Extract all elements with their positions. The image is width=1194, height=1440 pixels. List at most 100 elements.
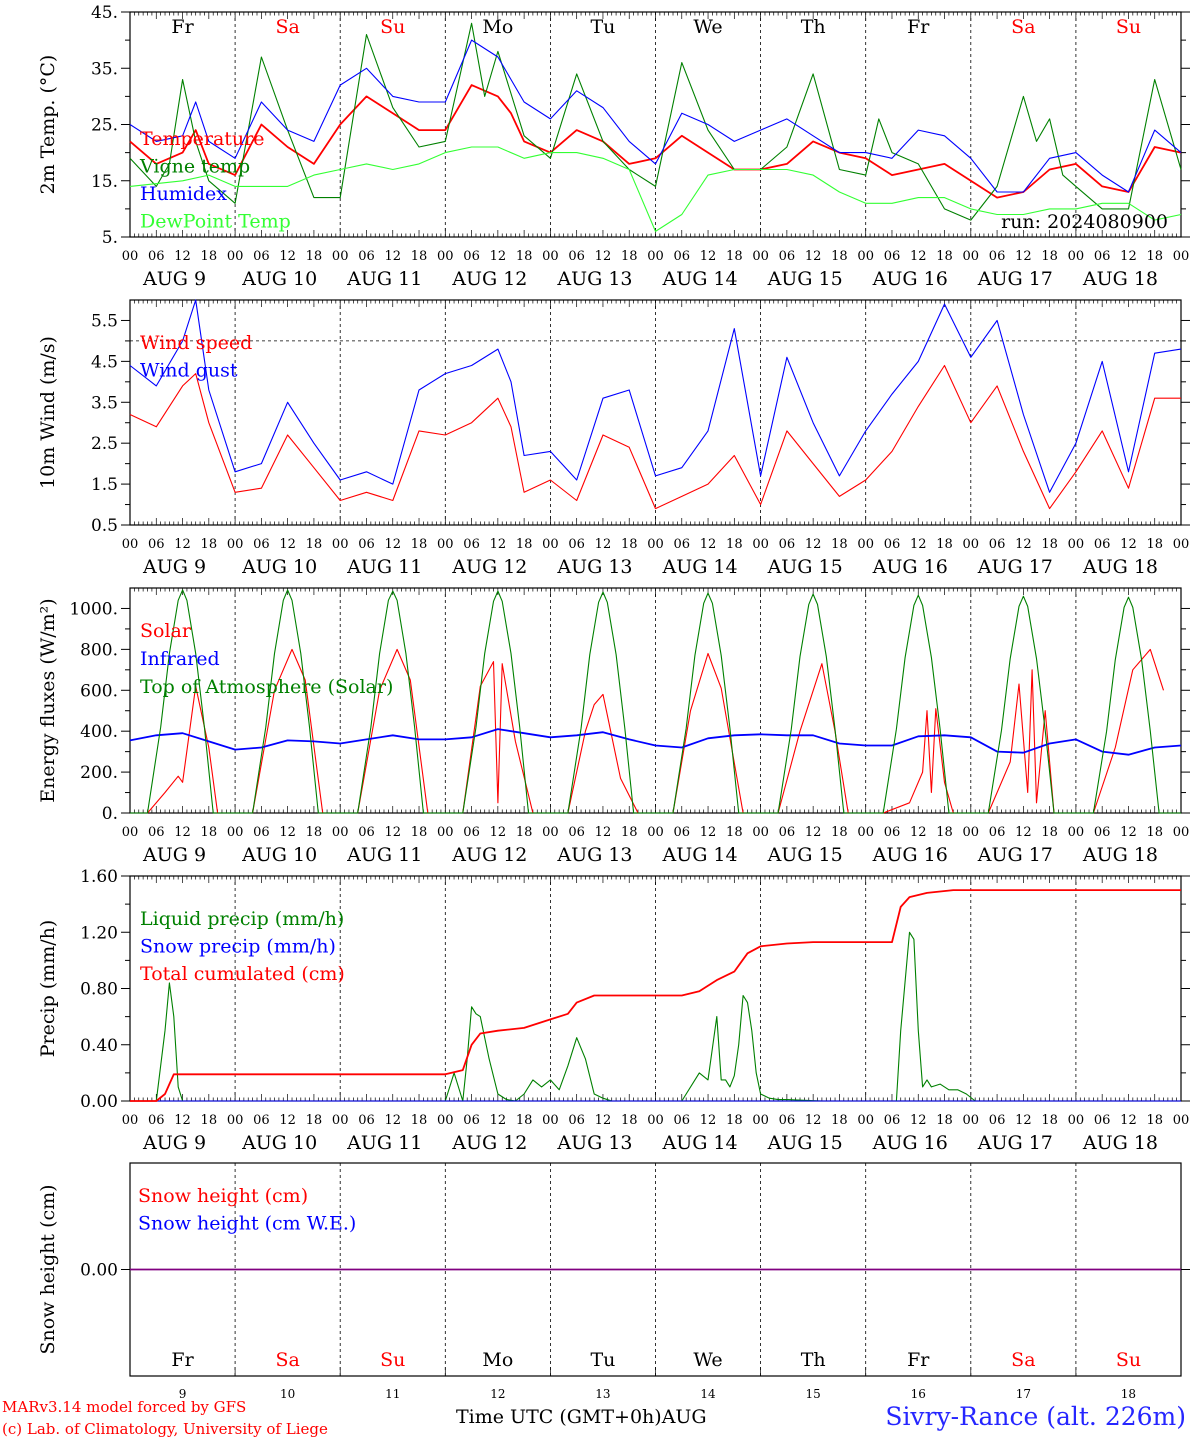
- series-line-top-of-atmosphere-solar: [130, 589, 1181, 814]
- y-tick-label: 0.00: [80, 1261, 118, 1281]
- hour-label: 18: [306, 249, 323, 264]
- hour-label: 18: [726, 1113, 743, 1128]
- series-line-wind-speed: [129, 364, 1181, 510]
- hour-label: 00: [437, 825, 454, 840]
- hour-label: 06: [148, 1113, 165, 1128]
- hour-label: 06: [253, 825, 270, 840]
- date-label: AUG 10: [241, 844, 317, 866]
- hour-label: 18: [1041, 537, 1058, 552]
- hour-label: 00: [963, 537, 980, 552]
- date-label: AUG 15: [767, 268, 843, 290]
- hour-label: 00: [227, 1113, 244, 1128]
- legend-entry: Humidex: [140, 183, 227, 205]
- hour-label: 06: [674, 825, 691, 840]
- hour-label: 00: [963, 825, 980, 840]
- legend-entry: Solar: [140, 620, 192, 642]
- hour-label: 00: [857, 825, 874, 840]
- y-tick-label: 1.5: [91, 475, 118, 495]
- plot-frame: [129, 587, 1182, 814]
- hour-label: 18: [516, 249, 533, 264]
- weekday-label: Sa: [275, 1349, 299, 1371]
- date-label: AUG 10: [241, 268, 317, 290]
- hour-label: 00: [1173, 1113, 1190, 1128]
- y-tick-label: 0.5: [91, 516, 118, 536]
- hour-label: 12: [1015, 1113, 1032, 1128]
- y-tick-label: 600.: [80, 681, 118, 701]
- y-axis-title: Snow height (cm): [37, 1184, 59, 1354]
- y-tick-label: 1.60: [80, 867, 118, 887]
- hour-label: 18: [726, 537, 743, 552]
- hour-label: 00: [647, 249, 664, 264]
- x-axis-title-text: Time UTC (GMT+0h): [456, 1406, 662, 1428]
- date-label: AUG 17: [977, 268, 1053, 290]
- hour-label: 00: [1173, 249, 1190, 264]
- hour-label: 00: [332, 249, 349, 264]
- hour-label: 06: [358, 825, 375, 840]
- legend-entry: Wind speed: [140, 332, 252, 354]
- hour-label: 12: [1015, 825, 1032, 840]
- hour-label: 18: [201, 249, 218, 264]
- hour-label: 12: [595, 249, 612, 264]
- hour-label: 00: [437, 537, 454, 552]
- hour-label: 00: [647, 537, 664, 552]
- hour-label: 18: [621, 1113, 638, 1128]
- hour-label: 00: [542, 249, 559, 264]
- date-label: AUG 9: [142, 268, 206, 290]
- hour-label: 00: [122, 825, 139, 840]
- date-label: AUG 18: [1082, 556, 1158, 578]
- date-label: AUG 13: [556, 1132, 632, 1154]
- weekday-label: Sa: [1011, 1349, 1035, 1371]
- hour-label: 18: [1146, 249, 1163, 264]
- hour-label: 12: [595, 1113, 612, 1128]
- hour-label: 06: [1094, 537, 1111, 552]
- hour-label: 12: [805, 249, 822, 264]
- hour-label: 18: [201, 825, 218, 840]
- date-label: AUG 11: [346, 844, 422, 866]
- hour-label: 18: [1146, 1113, 1163, 1128]
- series-line-humidex: [129, 39, 1182, 193]
- plot-frame: [129, 11, 1182, 238]
- hour-label: 06: [779, 537, 796, 552]
- legend-entry: DewPoint Temp: [140, 211, 291, 233]
- panel-snow: 0.00 Snow height (cm) Snow height (cm) Snow…: [37, 1162, 1190, 1401]
- hour-label: 06: [463, 1113, 480, 1128]
- hour-label: 00: [857, 1113, 874, 1128]
- hour-label: 12: [279, 1113, 296, 1128]
- hour-label: 00: [332, 825, 349, 840]
- day-number-label: 16: [911, 1387, 926, 1401]
- weekday-label: Mo: [482, 16, 513, 38]
- hour-label: 18: [621, 537, 638, 552]
- hour-label: 18: [201, 537, 218, 552]
- hour-label: 00: [752, 1113, 769, 1128]
- date-label: AUG 18: [1082, 1132, 1158, 1154]
- hour-label: 12: [910, 825, 927, 840]
- hour-label: 18: [1146, 825, 1163, 840]
- date-label: AUG 13: [556, 268, 632, 290]
- date-label: AUG 9: [142, 1132, 206, 1154]
- x-axis-title: Time UTC (GMT+0h)AUG: [456, 1406, 707, 1428]
- hour-label: 18: [831, 1113, 848, 1128]
- date-label: AUG 15: [767, 844, 843, 866]
- hour-label: 06: [1094, 1113, 1111, 1128]
- date-label: AUG 16: [872, 844, 948, 866]
- y-axis-title: 2m Temp. (°C): [37, 55, 59, 195]
- hour-label: 06: [674, 1113, 691, 1128]
- hour-label: 12: [490, 825, 507, 840]
- hour-label: 18: [306, 537, 323, 552]
- hour-label: 18: [621, 825, 638, 840]
- hour-label: 18: [306, 825, 323, 840]
- y-tick-label: 3.5: [91, 393, 118, 413]
- hour-label: 12: [490, 1113, 507, 1128]
- hour-label: 06: [568, 249, 585, 264]
- panel-precip: 0.00 0.40 0.80 1.20 1.60 Precip (mm/h) Liquid …: [37, 867, 1190, 1154]
- hour-label: 12: [910, 249, 927, 264]
- weekday-label: Sa: [275, 16, 299, 38]
- hour-label: 06: [1094, 825, 1111, 840]
- hour-label: 12: [1015, 249, 1032, 264]
- hour-label: 18: [936, 537, 953, 552]
- hour-label: 06: [989, 537, 1006, 552]
- day-number-label: 15: [806, 1387, 821, 1401]
- hour-label: 06: [568, 825, 585, 840]
- hour-label: 06: [253, 1113, 270, 1128]
